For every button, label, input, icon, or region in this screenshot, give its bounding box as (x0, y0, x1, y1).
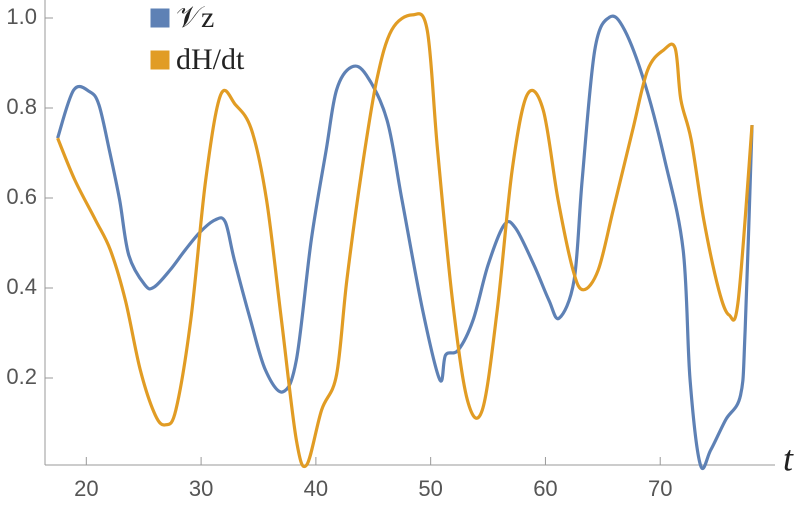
x-tick-label: 60 (533, 476, 557, 501)
x-tick-label: 20 (74, 476, 98, 501)
x-tick-label: 70 (648, 476, 672, 501)
y-tick-label: 0.6 (6, 184, 37, 209)
x-tick-label: 50 (418, 476, 442, 501)
legend-label: 𝒱z (176, 1, 214, 34)
x-tick-label: 40 (304, 476, 328, 501)
legend-swatch (149, 49, 171, 71)
x-tick-label: 30 (189, 476, 213, 501)
y-tick-label: 0.4 (6, 274, 37, 299)
series-line (56, 12, 754, 469)
y-tick-label: 1.0 (6, 4, 37, 29)
y-tick-label: 0.2 (6, 364, 37, 389)
legend-swatch (149, 7, 171, 29)
legend-label: dH/dt (176, 43, 245, 76)
x-axis-label: t (783, 438, 794, 478)
series-line (56, 14, 754, 471)
y-tick-label: 0.8 (6, 94, 37, 119)
